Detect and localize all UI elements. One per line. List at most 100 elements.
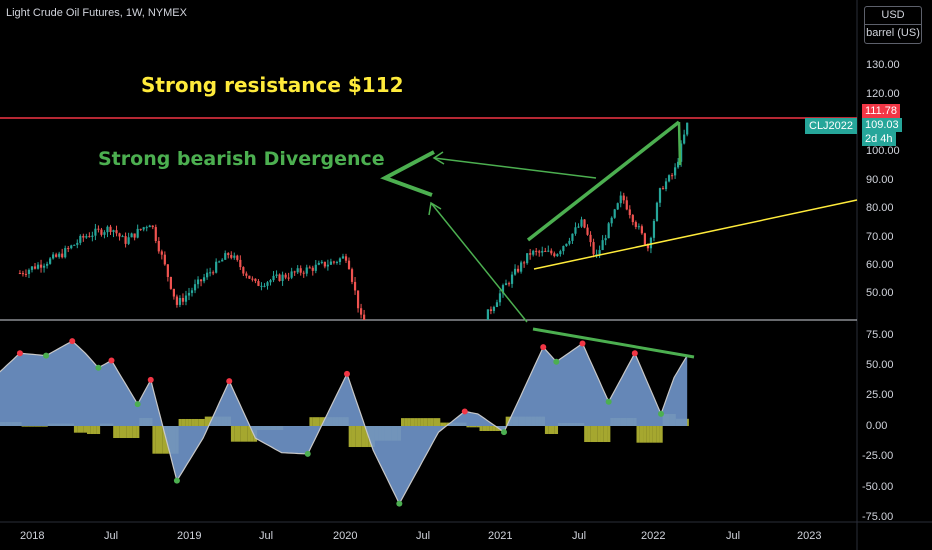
candle-body	[613, 209, 616, 218]
candle-body	[559, 251, 562, 255]
oscillator-histogram-bar	[358, 426, 362, 448]
candle-body	[680, 143, 683, 162]
candle-body	[24, 273, 28, 275]
candle-body	[538, 251, 541, 253]
candle-body	[272, 275, 275, 281]
price-divergence-line[interactable]	[526, 120, 681, 242]
candle-body	[332, 261, 336, 263]
candle-body	[299, 268, 302, 273]
candle-body	[154, 227, 157, 241]
currency-selector[interactable]: USD barrel (US)	[864, 6, 922, 44]
candle-body	[363, 314, 366, 320]
divergence-annotation[interactable]: Strong bearish Divergence	[98, 148, 385, 170]
time-tick: 2021	[488, 530, 513, 542]
candle-body	[136, 228, 139, 238]
oscillator-histogram-bar	[639, 426, 644, 443]
oscillator-histogram-bar	[476, 426, 480, 428]
candle-body	[655, 202, 659, 222]
oscillator-histogram-bar	[469, 426, 473, 428]
oscillator-histogram-bar	[309, 417, 313, 426]
candle-body	[212, 272, 215, 274]
oscillator-histogram-bar	[44, 426, 48, 427]
candle-body	[498, 293, 502, 303]
oscillator-peak-dot	[631, 350, 638, 357]
oscillator-divergence-line[interactable]	[532, 327, 695, 359]
time-tick: 2022	[641, 530, 666, 542]
candle-body	[664, 181, 668, 190]
candle-body	[504, 283, 508, 286]
candle-body	[199, 279, 203, 282]
arrow-line-lower[interactable]	[430, 202, 528, 323]
candle-body	[592, 242, 595, 255]
candle-body	[516, 268, 520, 272]
price-divergence-line-right[interactable]	[677, 121, 682, 166]
oscillator-histogram-bar	[250, 426, 254, 442]
oscillator-histogram-bar	[417, 418, 421, 426]
candle-body	[658, 188, 662, 203]
oscillator-peak-dot	[344, 370, 350, 377]
oscillator-histogram-bar	[410, 418, 415, 426]
oscillator-histogram-bar	[551, 426, 555, 435]
oscillator-histogram-bar	[433, 418, 438, 426]
arrow-head-upper[interactable]	[432, 151, 445, 165]
price-tick: 90.00	[866, 174, 894, 186]
candle-body	[568, 240, 571, 244]
oscillator-histogram-bar	[646, 426, 650, 443]
candle-body	[326, 264, 329, 267]
candle-body	[121, 236, 124, 238]
candle-body	[127, 237, 130, 244]
oscillator-histogram-bar	[185, 418, 189, 426]
candle-body	[501, 285, 505, 294]
candle-body	[646, 244, 650, 249]
time-tick: Jul	[572, 530, 587, 542]
candle-body	[661, 188, 665, 190]
candle-body	[103, 232, 106, 235]
arrow-head-lower[interactable]	[428, 201, 442, 216]
candle-body	[91, 235, 94, 237]
oscillator-histogram-bar	[597, 426, 601, 443]
candle-body	[532, 250, 535, 255]
time-tick: 2019	[177, 530, 202, 542]
resistance-annotation[interactable]: Strong resistance $112	[141, 73, 404, 97]
osc-tick: -75.00	[862, 511, 894, 523]
candle-body	[266, 282, 269, 286]
candle-body	[353, 281, 357, 291]
support-trendline[interactable]	[533, 199, 858, 270]
candle-body	[215, 261, 218, 273]
candle-body	[97, 228, 100, 230]
candle-body	[233, 255, 236, 258]
candle-body	[347, 260, 351, 270]
oscillator-histogram-bar	[656, 426, 660, 443]
oscillator-histogram-bar	[636, 426, 640, 443]
time-tick: Jul	[104, 530, 119, 542]
oscillator-histogram-bar	[649, 426, 653, 443]
osc-tick: 0.00	[866, 420, 888, 432]
oscillator-histogram-bar	[90, 426, 94, 435]
candle-body	[124, 236, 127, 244]
candle-body	[169, 276, 172, 289]
oscillator-histogram-bar	[122, 426, 127, 439]
candle-body	[61, 253, 64, 258]
price-tick: 70.00	[866, 231, 894, 243]
chevron-mark[interactable]	[380, 150, 435, 197]
arrow-line-upper[interactable]	[433, 157, 597, 179]
oscillator-trough-dot	[95, 364, 102, 371]
candle-body	[224, 253, 227, 260]
time-tick: Jul	[726, 530, 741, 542]
oscillator-histogram-bar	[544, 426, 549, 435]
osc-tick: 50.00	[866, 359, 894, 371]
oscillator-peak-dot	[461, 408, 468, 415]
candle-body	[320, 261, 323, 263]
candle-body	[284, 274, 287, 278]
candle-body	[76, 242, 79, 245]
oscillator-histogram-bar	[407, 418, 411, 426]
candle-body	[631, 215, 634, 223]
candle-body	[577, 226, 580, 228]
candle-body	[317, 262, 320, 265]
oscillator-trough-dot	[501, 429, 507, 436]
oscillator-trough-dot	[396, 500, 403, 507]
candle-body	[133, 233, 136, 238]
candle-body	[562, 246, 565, 252]
oscillator-peak-dot	[579, 340, 586, 347]
